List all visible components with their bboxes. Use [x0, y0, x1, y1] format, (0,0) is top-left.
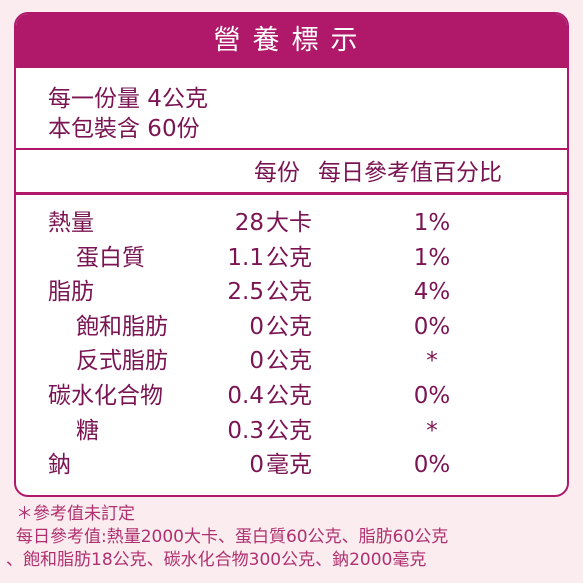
title: 營養標示	[213, 25, 370, 56]
amount: 0	[249, 452, 264, 479]
divider	[16, 192, 567, 195]
unit: 大卡	[266, 210, 312, 236]
daily-percent: 1%	[413, 244, 451, 271]
footnote: ＊參考值未訂定	[16, 504, 135, 524]
unit: 公克	[266, 244, 312, 271]
daily-percent: *	[426, 348, 438, 375]
header-band: 營養標示	[16, 14, 567, 68]
unit: 公克	[266, 313, 312, 340]
unit: 毫克	[266, 452, 312, 479]
daily-percent: 0%	[413, 452, 451, 479]
serving-size: 每一份量 4公克	[48, 86, 208, 112]
footnote: 、飽和脂肪18公克、碳水化合物300公克、鈉2000毫克	[6, 550, 427, 570]
amount: 28	[234, 210, 264, 236]
footnote: 每日參考值:熱量2000大卡、蛋白質60公克、脂肪60公克	[16, 527, 449, 547]
column-header: 每日參考值百分比	[318, 160, 502, 186]
daily-percent: 4%	[413, 279, 451, 306]
divider	[16, 148, 567, 150]
nutrient-name: 蛋白質	[76, 244, 145, 271]
nutrient-name: 熱量	[48, 210, 94, 236]
amount: 0.3	[227, 417, 264, 444]
serving-count: 本包裝含 60份	[48, 116, 200, 142]
daily-percent: *	[426, 417, 438, 444]
label-card: 營養標示 每一份量 4公克 本包裝含 60份 每份 每日參考值百分比 熱量 28 大…	[14, 12, 569, 497]
amount: 2.5	[227, 279, 264, 306]
nutrient-name: 飽和脂肪	[76, 313, 168, 340]
nutrient-name: 鈉	[48, 452, 71, 479]
unit: 公克	[266, 348, 312, 375]
daily-percent: 0%	[413, 313, 451, 340]
amount: 0	[249, 313, 264, 340]
unit: 公克	[266, 383, 312, 409]
daily-percent: 0%	[413, 383, 451, 409]
unit: 公克	[266, 417, 312, 444]
nutrient-name: 糖	[76, 417, 99, 444]
daily-percent: 1%	[413, 210, 451, 236]
amount: 0	[249, 348, 264, 375]
nutrient-name: 脂肪	[48, 279, 94, 306]
column-header: 每份	[254, 160, 300, 186]
nutrient-name: 反式脂肪	[76, 348, 168, 375]
unit: 公克	[266, 279, 312, 306]
amount: 0.4	[227, 383, 264, 409]
amount: 1.1	[227, 244, 264, 271]
nutrient-name: 碳水化合物	[48, 383, 163, 409]
